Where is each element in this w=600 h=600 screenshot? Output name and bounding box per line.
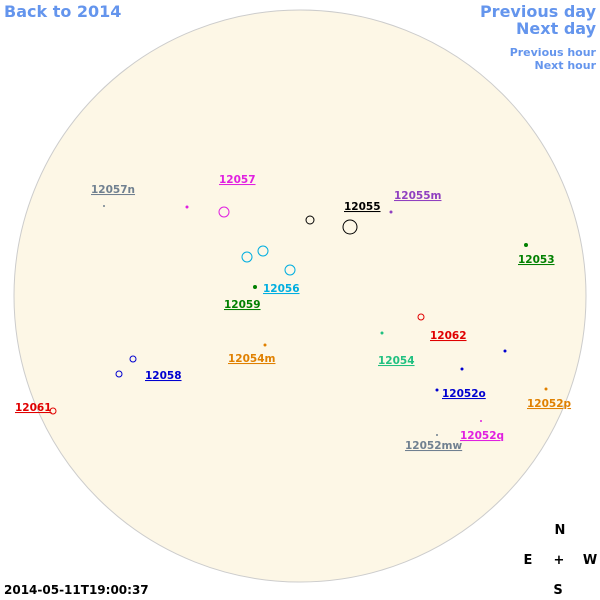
sunspot [460, 367, 464, 371]
compass-east: E [524, 553, 533, 568]
region-label[interactable]: 12055 [344, 201, 381, 213]
region-label[interactable]: 12054 [378, 355, 415, 367]
region-label[interactable]: 12059 [224, 299, 261, 311]
sunspot [389, 210, 393, 214]
back-link[interactable]: Back to 2014 [4, 2, 121, 21]
sunspots [49, 205, 548, 436]
sunspot [129, 355, 137, 363]
sunspot [480, 420, 482, 422]
sunspot [103, 205, 105, 207]
region-label[interactable]: 12061 [15, 402, 52, 414]
region-label[interactable]: 12057n [91, 184, 135, 196]
sunspot [544, 387, 548, 391]
region-label[interactable]: 12052o [442, 388, 486, 400]
region-label[interactable]: 12052q [460, 430, 504, 442]
timestamp: 2014-05-11T19:00:37 [4, 583, 149, 597]
compass-center: + [554, 553, 565, 568]
sunspot [284, 264, 296, 276]
region-label[interactable]: 12058 [145, 370, 182, 382]
sunspot [257, 245, 269, 257]
solar-disk [13, 9, 587, 583]
region-label[interactable]: 12062 [430, 330, 467, 342]
sunspot [253, 285, 257, 289]
sunspot [342, 219, 358, 235]
region-label[interactable]: 12057 [219, 174, 256, 186]
sunspot [115, 370, 123, 378]
sunspot [503, 349, 507, 353]
region-label[interactable]: 12052mw [405, 440, 462, 452]
next-hour-link[interactable]: Next hour [535, 59, 597, 72]
sunspot [263, 343, 267, 347]
region-label[interactable]: 12053 [518, 254, 555, 266]
sunspot [436, 434, 438, 436]
sunspot [524, 243, 528, 247]
next-day-link[interactable]: Next day [516, 19, 597, 38]
sunspot [380, 331, 384, 335]
sunspot [305, 215, 315, 225]
sunspot [417, 313, 425, 321]
sunspot [435, 388, 439, 392]
compass-south: S [553, 583, 562, 598]
region-label[interactable]: 12052p [527, 398, 572, 410]
region-label[interactable]: 12054m [228, 353, 276, 365]
region-label[interactable]: 12055m [394, 190, 442, 202]
compass-north: N [555, 523, 566, 538]
sunspot [49, 407, 57, 415]
previous-day-link[interactable]: Previous day [480, 2, 597, 21]
sunspot [218, 206, 230, 218]
region-label[interactable]: 12056 [263, 283, 300, 295]
previous-hour-link[interactable]: Previous hour [510, 46, 597, 59]
sunspot [241, 251, 253, 263]
sunspot [185, 205, 189, 209]
compass-west: W [583, 553, 597, 568]
